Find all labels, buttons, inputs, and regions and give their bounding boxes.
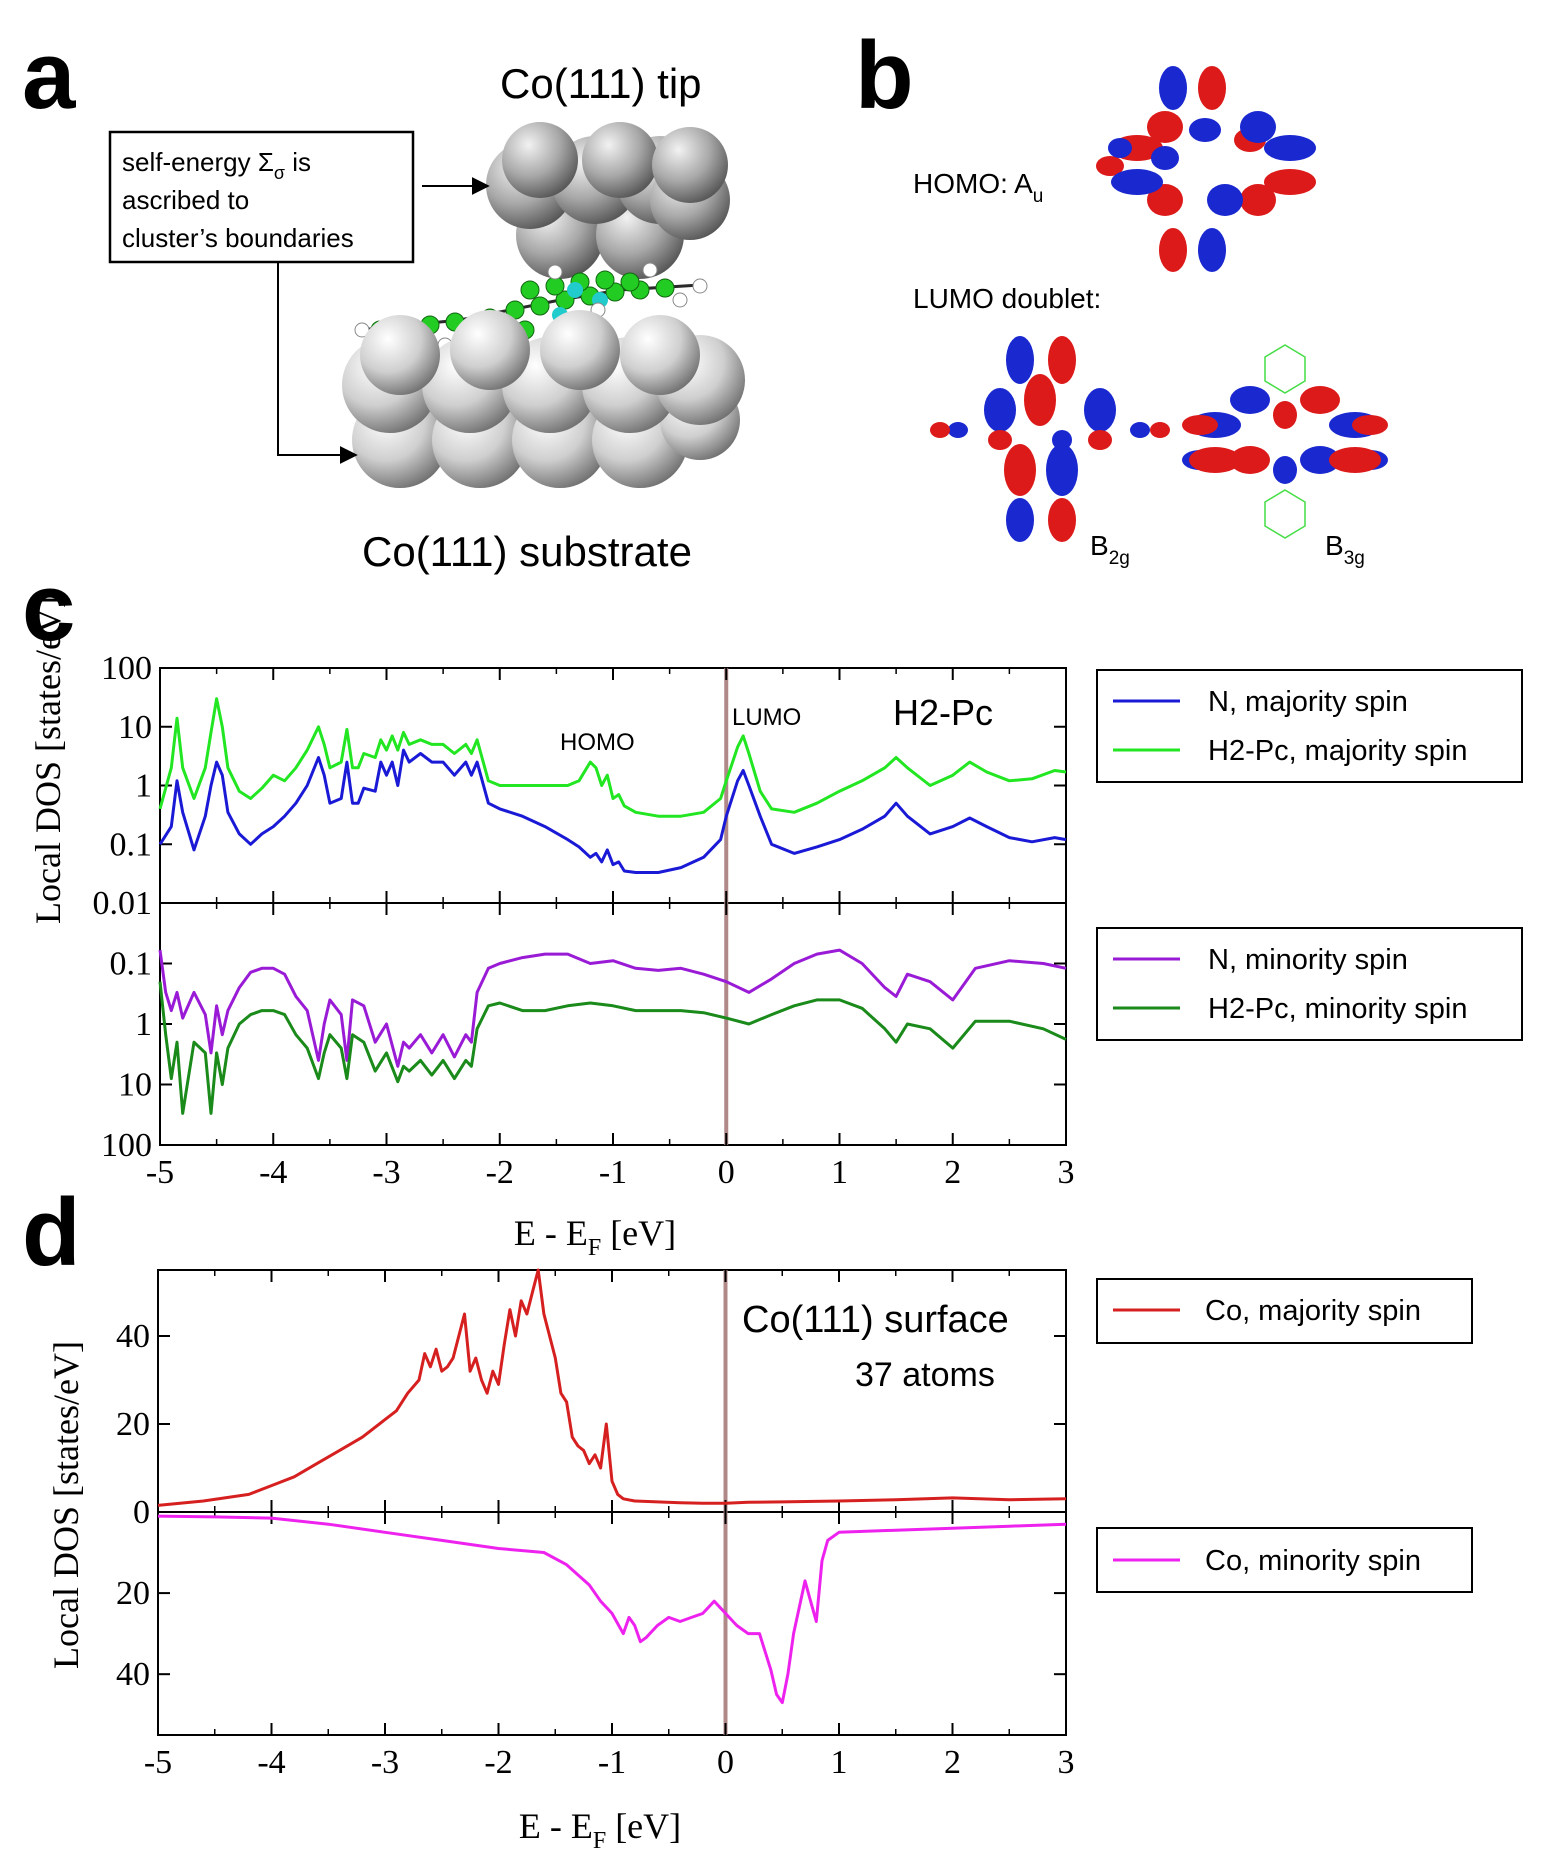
panel-letter-a: a <box>22 22 76 129</box>
note-line-1-tail: is <box>285 147 311 177</box>
plot-frame-bottom <box>159 902 1067 1146</box>
legend-label-n-minority: N, minority spin <box>1208 944 1408 976</box>
homo-annotation: HOMO <box>560 729 635 756</box>
x-tick-label: -3 <box>371 1744 399 1781</box>
x-tick-label: 0 <box>717 1744 734 1781</box>
y-tick-label: 100 <box>101 1127 152 1164</box>
homo-label: HOMO: Au <box>913 168 1043 207</box>
chart-c: -5 -4 -3 -2 -1 0 1 2 3 100 10 1 0.1 0.01 0.1 1 10 100 <box>93 650 1075 1191</box>
chart-d-xlabel: E - EF [eV] <box>519 1806 681 1854</box>
x-tick-label: 2 <box>944 1154 961 1191</box>
panel-letter-b: b <box>855 22 914 129</box>
chart-d: -5 -4 -3 -2 -1 0 1 2 3 40 20 0 20 40 <box>116 1268 1075 1781</box>
x-tick-label: -4 <box>259 1154 287 1191</box>
self-energy-note-box <box>108 130 415 264</box>
series-line-co-majority-spin <box>157 1268 1067 1507</box>
x-tick-label: 2 <box>944 1744 961 1781</box>
x-tick-label: -1 <box>598 1744 626 1781</box>
b2g-label: B2g <box>1090 530 1130 569</box>
legend-c-top: N, majority spin H2-Pc, majority spin <box>1096 669 1523 783</box>
homo-label-sub: u <box>1033 186 1044 207</box>
x-tick-label: 3 <box>1058 1744 1075 1781</box>
atoms-annotation: 37 atoms <box>855 1356 995 1394</box>
chart-c-ylabel: Local DOS [states/eV] <box>28 596 68 924</box>
panel-c: c -5 -4 -3 -2 -1 0 1 2 3 100 10 1 0.1 0.01 0.1 1 10 100 L… <box>22 554 1523 1261</box>
y-tick-label: 20 <box>116 1575 150 1612</box>
arrow-to-substrate <box>277 262 358 464</box>
h2pc-annotation: H2-Pc <box>893 692 993 733</box>
lumo-annotation: LUMO <box>732 704 801 731</box>
chart-d-xlabel-sub: F <box>593 1828 606 1854</box>
note-sigma-sub: σ <box>274 163 285 183</box>
homo-orbital-illustration <box>1096 66 1316 272</box>
panel-letter-c: c <box>22 554 75 661</box>
note-line-3: cluster’s boundaries <box>122 223 354 253</box>
y-tick-label: 0.1 <box>110 946 153 983</box>
legend-label-co-majority: Co, majority spin <box>1205 1295 1421 1327</box>
x-tick-label: 3 <box>1058 1154 1075 1191</box>
chart-d-ylabel: Local DOS [states/eV] <box>46 1341 86 1669</box>
x-tick-label: -4 <box>257 1744 285 1781</box>
chart-c-xlabel-tail: [eV] <box>601 1213 676 1253</box>
chart-d-xlabel-tail: [eV] <box>606 1806 681 1846</box>
tip-cluster-illustration <box>486 122 730 279</box>
series-line-n-majority-spin <box>158 748 1067 874</box>
y-tick-label: 0.01 <box>93 885 153 922</box>
legend-label-n-majority: N, majority spin <box>1208 686 1408 718</box>
series-line-n-minority-spin <box>158 948 1067 1068</box>
b3g-label-sub: 3g <box>1344 548 1365 569</box>
note-line-2: ascribed to <box>122 185 249 215</box>
x-tick-label: -3 <box>372 1154 400 1191</box>
co-surface-annotation: Co(111) surface <box>742 1299 1009 1341</box>
chart-c-xlabel: E - EF [eV] <box>514 1213 676 1261</box>
note-line-1: self-energy Σ <box>122 147 274 177</box>
x-tick-label: -5 <box>144 1744 172 1781</box>
y-tick-label: 0 <box>133 1494 150 1531</box>
y-tick-label: 1 <box>135 768 152 805</box>
series-line-h2-pc-minority-spin <box>158 981 1067 1115</box>
panel-letter-d: d <box>22 1179 81 1286</box>
x-tick-label: 1 <box>831 1744 848 1781</box>
self-energy-note: self-energy Σσ is ascribed to cluster’s … <box>122 147 354 253</box>
legend-label-h2pc-minority: H2-Pc, minority spin <box>1208 993 1467 1025</box>
panel-b: b HOMO: Au LUMO doublet: <box>855 22 1388 569</box>
x-tick-label: -5 <box>146 1154 174 1191</box>
y-tick-label: 20 <box>116 1406 150 1443</box>
legend-label-h2pc-majority: H2-Pc, majority spin <box>1208 735 1467 767</box>
legend-d-top: Co, majority spin <box>1096 1278 1473 1344</box>
b2g-label-sub: 2g <box>1109 548 1130 569</box>
plot-frame-bottom <box>157 1511 1067 1736</box>
y-tick-label: 1 <box>135 1006 152 1043</box>
y-tick-label: 10 <box>118 1067 152 1104</box>
tip-label: Co(111) tip <box>500 60 702 107</box>
panel-a: a Co(111) tip <box>22 22 745 575</box>
b3g-orbital-illustration <box>1182 344 1388 539</box>
legend-label-co-minority: Co, minority spin <box>1205 1545 1421 1577</box>
x-tick-label: 1 <box>831 1154 848 1191</box>
y-tick-label: 40 <box>116 1318 150 1355</box>
y-tick-label: 0.1 <box>110 826 153 863</box>
b2g-orbital-illustration <box>930 336 1170 542</box>
series-line-co-minority-spin <box>157 1514 1067 1705</box>
x-tick-label: -2 <box>486 1154 514 1191</box>
y-tick-label: 40 <box>116 1656 150 1693</box>
legend-c-bottom: N, minority spin H2-Pc, minority spin <box>1096 927 1523 1041</box>
substrate-cluster-illustration <box>342 310 745 488</box>
x-tick-label: 0 <box>718 1154 735 1191</box>
lumo-label: LUMO doublet: <box>913 283 1101 314</box>
y-tick-label: 100 <box>101 650 152 687</box>
x-tick-label: -2 <box>484 1744 512 1781</box>
panel-d: d -5 -4 -3 -2 -1 0 1 2 3 40 20 0 20 40 Local DOS [sta… <box>22 1179 1473 1854</box>
chart-c-xlabel-sub: F <box>588 1235 601 1261</box>
series-line-h2-pc-majority-spin <box>158 697 1067 818</box>
b3g-label: B3g <box>1325 530 1365 569</box>
y-tick-label: 10 <box>118 709 152 746</box>
substrate-label: Co(111) substrate <box>362 528 692 575</box>
x-tick-label: -1 <box>599 1154 627 1191</box>
legend-d-bottom: Co, minority spin <box>1096 1527 1473 1593</box>
